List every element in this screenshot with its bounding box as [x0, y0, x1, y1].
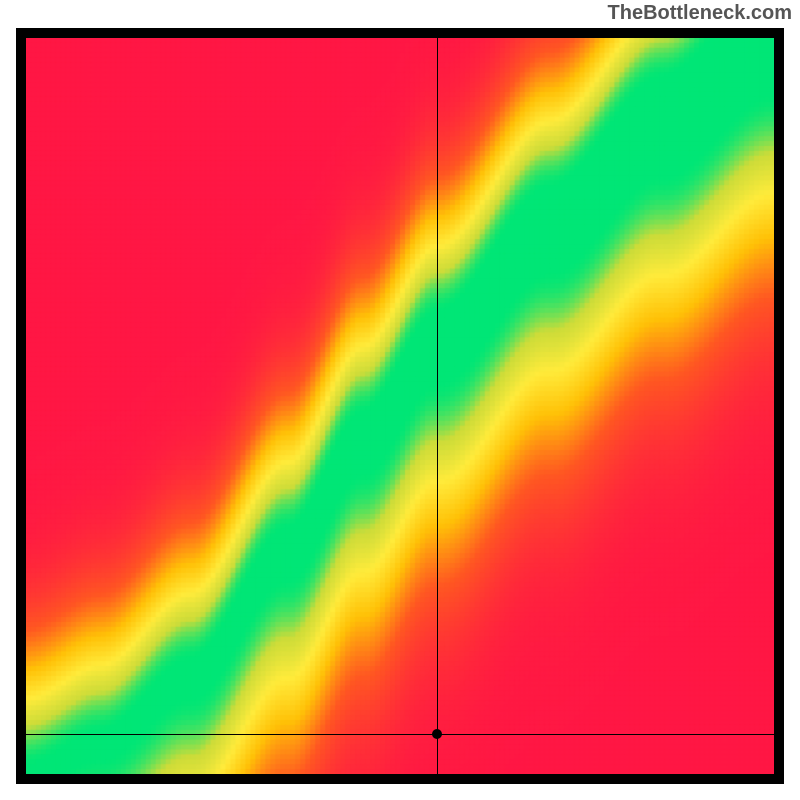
chart-plot-area [26, 38, 774, 774]
crosshair-vertical [437, 38, 438, 774]
crosshair-point-icon [432, 729, 442, 739]
heatmap-canvas [26, 38, 774, 774]
watermark-text: TheBottleneck.com [608, 2, 792, 25]
chart-frame [16, 28, 784, 784]
crosshair-horizontal [26, 734, 774, 735]
